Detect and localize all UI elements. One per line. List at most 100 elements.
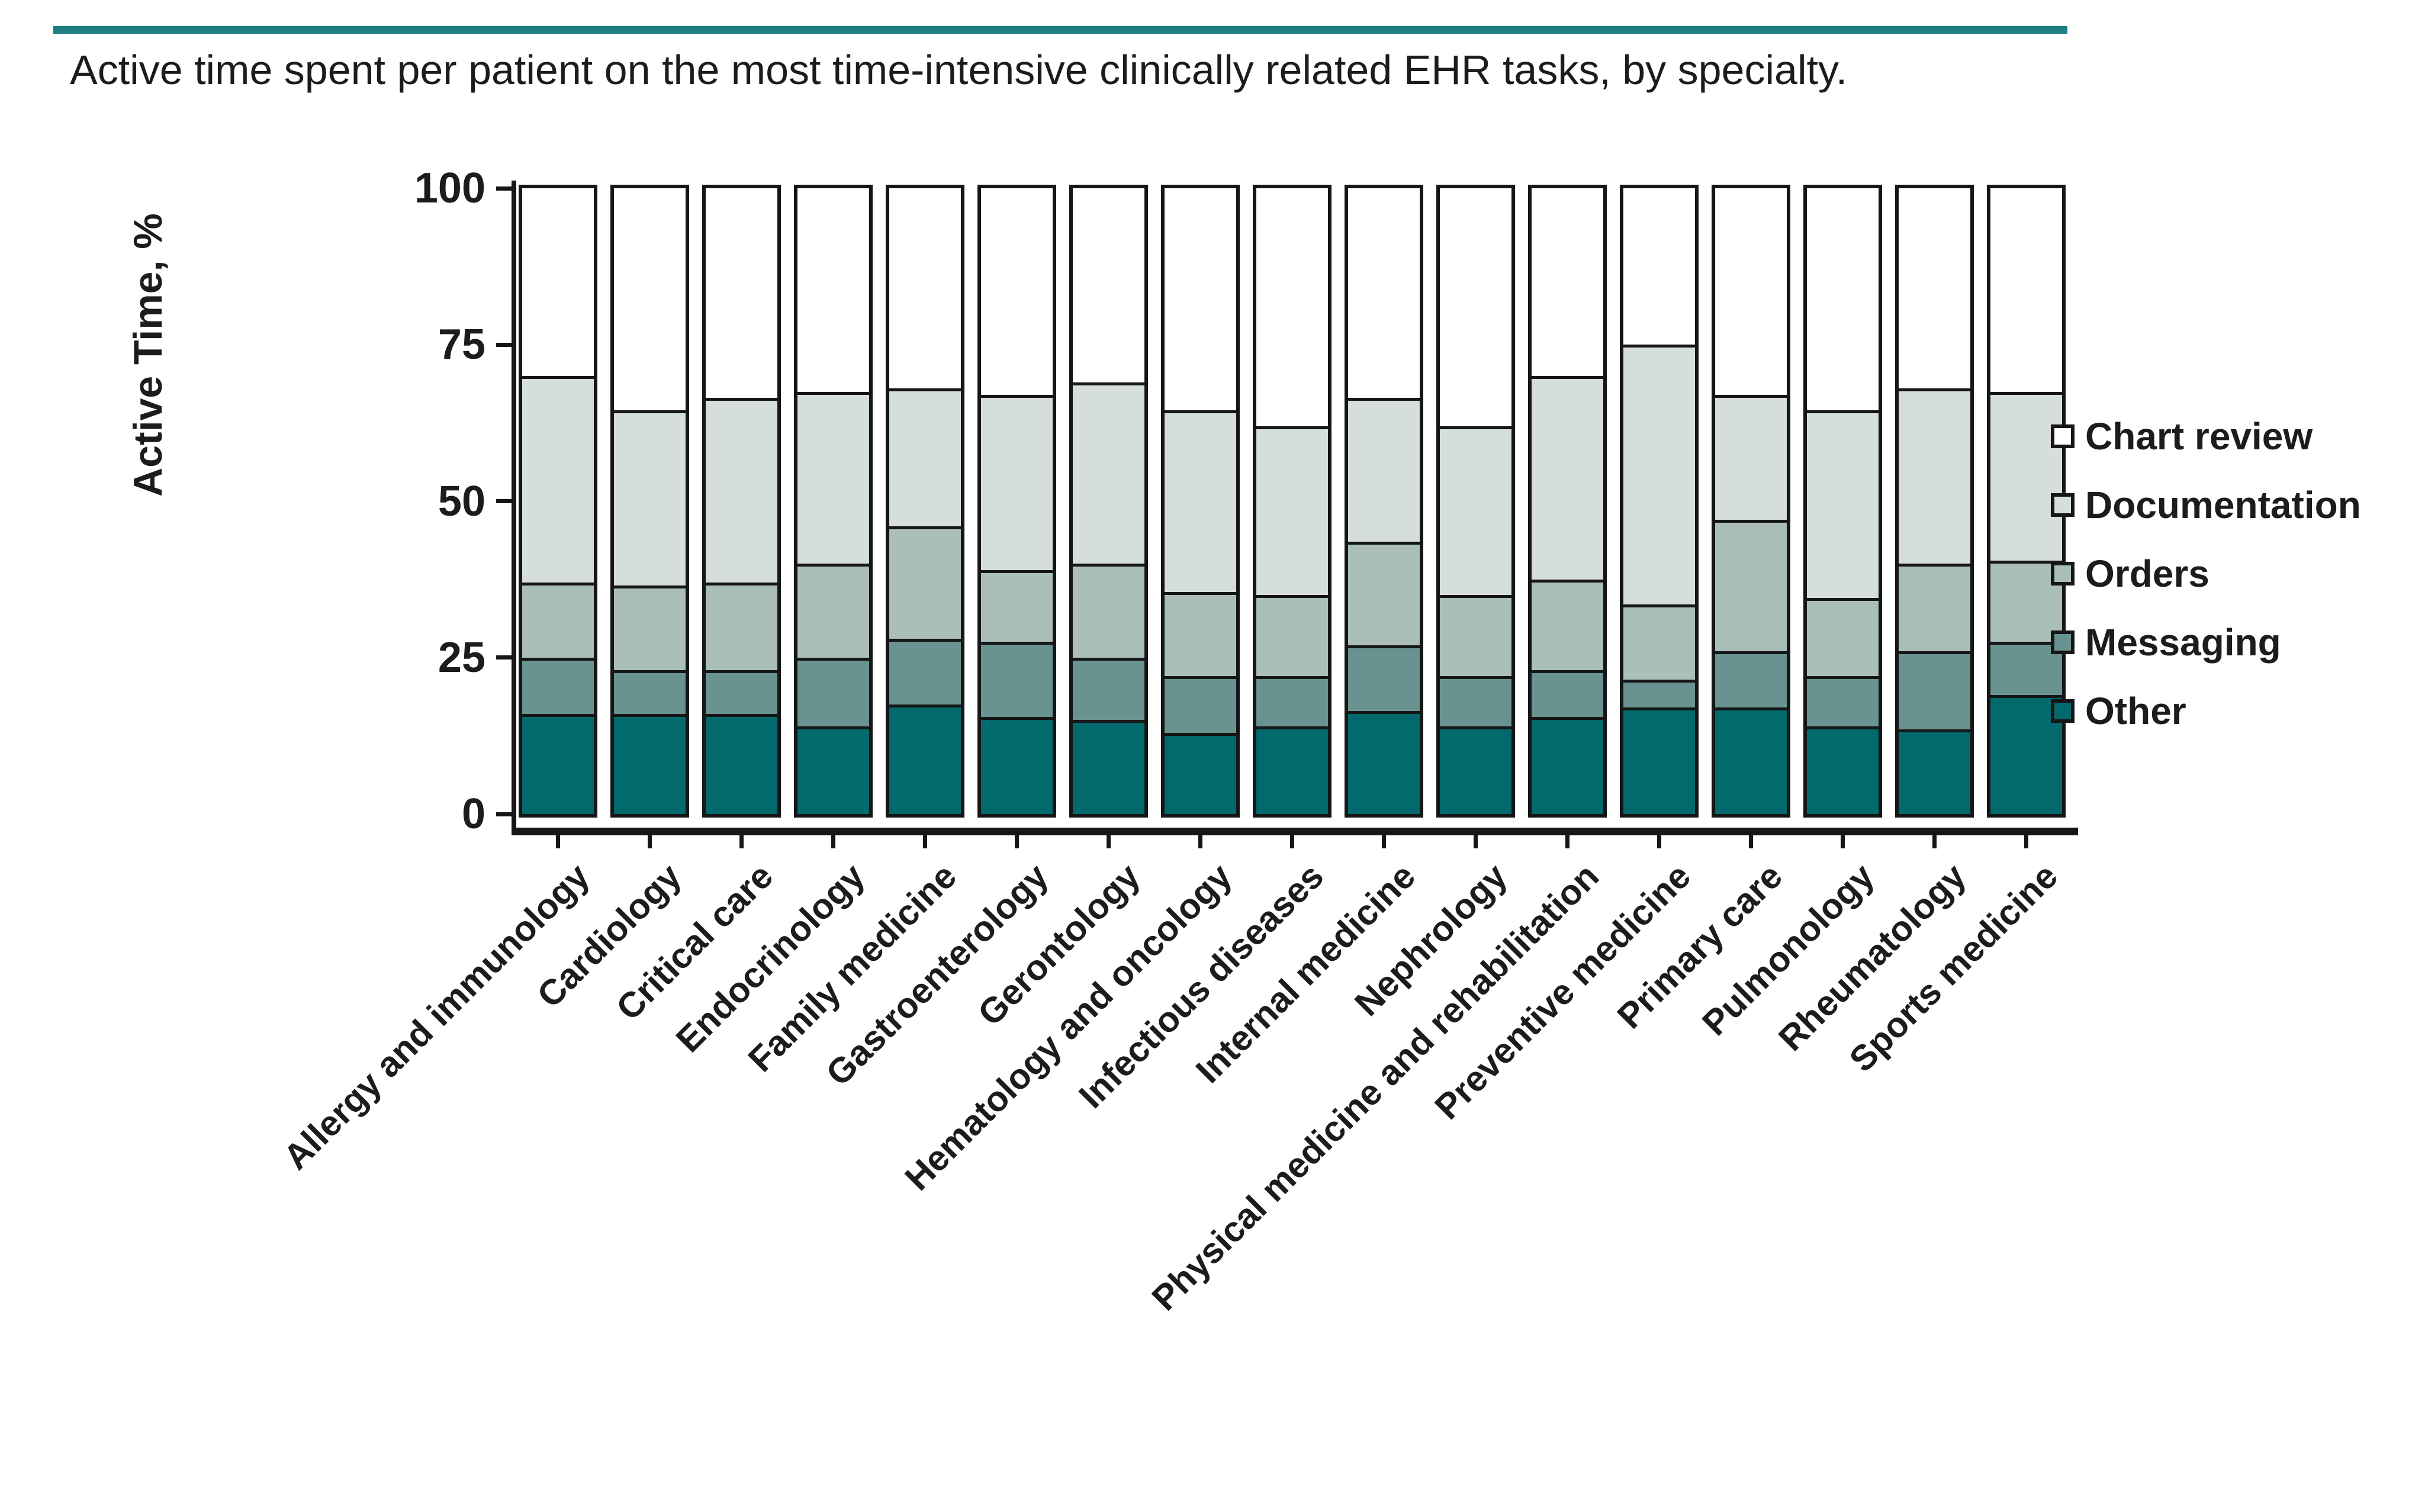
bar-allergy-and-immunology — [519, 185, 597, 818]
bar-segment-documentation — [1440, 426, 1511, 596]
bar-family-medicine — [886, 185, 964, 818]
bar-endocrinology — [794, 185, 873, 818]
bar-primary-care — [1712, 185, 1790, 818]
bar-segment-documentation — [797, 391, 869, 564]
x-tick-mark — [1932, 835, 1937, 848]
bar-critical-care — [702, 185, 781, 818]
legend-item-other: Other — [2051, 690, 2361, 732]
bar-segment-documentation — [1532, 376, 1603, 580]
figure-title: Active time spent per patient on the mos… — [70, 47, 1848, 93]
legend-item-messaging: Messaging — [2051, 621, 2361, 664]
bar-segment-messaging — [1807, 676, 1879, 726]
y-tick-mark — [496, 812, 512, 816]
legend-label: Orders — [2085, 552, 2209, 595]
bar-segment-documentation — [1623, 345, 1695, 604]
bar-segment-messaging — [981, 642, 1053, 718]
bar-segment-messaging — [522, 657, 594, 714]
bar-segment-documentation — [1256, 426, 1328, 596]
accent-rule — [53, 26, 2067, 34]
bar-segment-messaging — [706, 670, 777, 714]
bar-segment-chart-review — [522, 188, 594, 377]
bar-segment-orders — [1715, 520, 1787, 652]
bar-segment-chart-review — [614, 188, 686, 411]
y-tick-label: 50 — [438, 477, 485, 525]
bar-segment-other — [614, 713, 686, 814]
bar-segment-orders — [889, 526, 961, 639]
bar-rheumatology — [1895, 185, 1974, 818]
bar-segment-documentation — [1165, 410, 1236, 592]
x-tick-mark — [923, 835, 927, 848]
bar-segment-other — [1165, 732, 1236, 814]
legend-swatch — [2051, 699, 2075, 723]
legend-label: Chart review — [2085, 415, 2313, 458]
bar-segment-messaging — [1256, 676, 1328, 726]
bar-segment-chart-review — [1899, 188, 1970, 389]
bar-segment-documentation — [1899, 388, 1970, 564]
bar-segment-orders — [522, 582, 594, 658]
x-tick-mark — [1841, 835, 1845, 848]
x-tick-mark — [2024, 835, 2028, 848]
bar-segment-other — [706, 713, 777, 814]
bar-segment-chart-review — [981, 188, 1053, 395]
bar-segment-other — [1623, 707, 1695, 814]
bar-pulmonology — [1803, 185, 1882, 818]
bar-segment-orders — [797, 564, 869, 658]
legend-swatch — [2051, 424, 2075, 448]
bar-segment-orders — [1256, 595, 1328, 677]
bar-segment-chart-review — [1623, 188, 1695, 345]
bar-segment-messaging — [1440, 676, 1511, 726]
x-tick-mark — [831, 835, 835, 848]
bar-segment-other — [1348, 710, 1420, 814]
y-axis-line — [512, 181, 516, 835]
y-tick-label: 0 — [461, 790, 485, 838]
bar-segment-chart-review — [706, 188, 777, 398]
bar-segment-messaging — [1532, 670, 1603, 718]
bar-segment-other — [1073, 720, 1144, 814]
bar-segment-documentation — [522, 376, 594, 583]
bar-gastroenterology — [977, 185, 1056, 818]
legend-label: Messaging — [2085, 621, 2281, 664]
bar-segment-chart-review — [1440, 188, 1511, 426]
bar-segment-messaging — [614, 670, 686, 714]
bar-gerontology — [1069, 185, 1148, 818]
y-tick-mark — [496, 342, 512, 347]
bar-segment-chart-review — [1256, 188, 1328, 426]
bar-segment-messaging — [1623, 679, 1695, 708]
bar-segment-documentation — [1715, 394, 1787, 520]
bar-segment-documentation — [889, 388, 961, 526]
x-tick-mark — [1290, 835, 1294, 848]
bar-segment-documentation — [1073, 382, 1144, 564]
bar-nephrology — [1436, 185, 1515, 818]
x-tick-mark — [1198, 835, 1202, 848]
bar-segment-other — [889, 704, 961, 814]
bar-segment-chart-review — [1990, 188, 2062, 392]
x-tick-mark — [1474, 835, 1478, 848]
x-tick-mark — [1382, 835, 1386, 848]
bar-cardiology — [610, 185, 689, 818]
bar-segment-messaging — [889, 639, 961, 704]
bar-segment-messaging — [1165, 676, 1236, 733]
bar-segment-documentation — [1990, 391, 2062, 561]
bar-segment-chart-review — [797, 188, 869, 392]
bar-segment-messaging — [1899, 651, 1970, 730]
x-tick-mark — [1657, 835, 1661, 848]
bar-segment-documentation — [614, 410, 686, 586]
legend-item-orders: Orders — [2051, 552, 2361, 595]
bar-segment-messaging — [1990, 642, 2062, 696]
bar-segment-orders — [1348, 542, 1420, 645]
x-tick-mark — [648, 835, 652, 848]
y-tick-mark — [496, 186, 512, 191]
bar-segment-other — [1715, 707, 1787, 814]
y-tick-mark — [496, 499, 512, 503]
bar-segment-orders — [1899, 564, 1970, 652]
bar-segment-documentation — [1348, 398, 1420, 542]
bar-segment-orders — [981, 570, 1053, 642]
bar-segment-chart-review — [1073, 188, 1144, 382]
bar-segment-chart-review — [889, 188, 961, 389]
bar-segment-documentation — [981, 394, 1053, 570]
bar-hematology-and-oncology — [1161, 185, 1240, 818]
x-tick-mark — [1565, 835, 1570, 848]
bar-segment-orders — [706, 582, 777, 670]
legend-item-documentation: Documentation — [2051, 484, 2361, 526]
bar-internal-medicine — [1345, 185, 1423, 818]
